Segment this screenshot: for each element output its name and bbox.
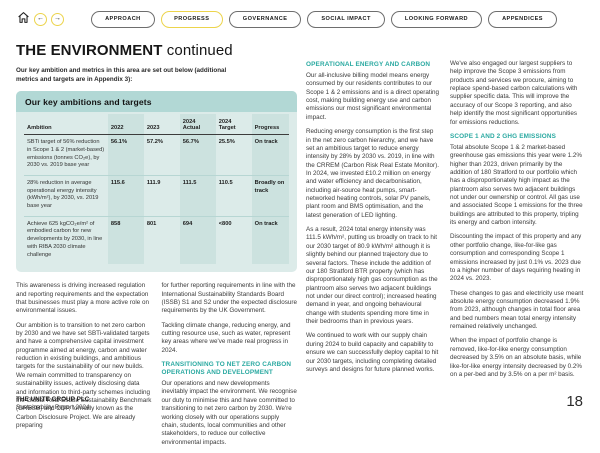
table-row: 28% reduction in average operational ene… bbox=[24, 175, 289, 217]
back-arrow-icon: ← bbox=[37, 15, 44, 22]
paragraph: Our all-inclusive billing model means en… bbox=[306, 72, 440, 121]
right-half: OPERATIONAL ENERGY AND CARBON Our all-inc… bbox=[306, 29, 584, 453]
table-header-row: Ambition 2022 2023 2024 Actual 2024 Target Pr… bbox=[24, 114, 289, 136]
value-cell: 115.6 bbox=[107, 175, 144, 217]
paragraph: We've also engaged our largest suppliers… bbox=[450, 60, 578, 126]
value-cell: 56.1% bbox=[107, 134, 144, 176]
section-heading: TRANSITIONING TO NET ZERO CARBON OPERATI… bbox=[161, 361, 292, 377]
table-row: Achieve 625 kgCO₂e/m² of embodied carbon… bbox=[24, 216, 289, 265]
column-header: 2024 Target bbox=[215, 114, 252, 136]
paragraph: Total absolute Scope 1 & 2 market-based … bbox=[450, 143, 583, 227]
intro-text: Our key ambition and metrics in this are… bbox=[16, 67, 227, 84]
nav-tab-social-impact[interactable]: SOCIAL IMPACT bbox=[307, 10, 385, 28]
footer: THE UNITE GROUP PLC Sustainability Repor… bbox=[16, 396, 90, 411]
home-button[interactable] bbox=[16, 12, 30, 26]
page-title-suffix: continued bbox=[162, 42, 233, 59]
value-cell: 57.2% bbox=[143, 134, 180, 176]
value-cell: 110.5 bbox=[215, 175, 252, 217]
nav-tab-progress[interactable]: PROGRESS bbox=[160, 10, 223, 28]
value-cell: 111.9 bbox=[143, 175, 180, 217]
paragraph: Reducing energy consumption is the first… bbox=[306, 128, 439, 219]
paragraph: Our ambition is to transition to net zer… bbox=[16, 321, 152, 429]
value-cell: On track bbox=[251, 134, 289, 176]
left-text-columns: This awareness is driving increased regu… bbox=[16, 282, 297, 453]
top-navigation: ← → APPROACH PROGRESS GOVERNANCE SOCIAL IMP… bbox=[0, 0, 600, 29]
nav-tab-appendices[interactable]: APPENDICES bbox=[488, 10, 557, 28]
left-half: THE ENVIRONMENT continued Our key ambiti… bbox=[16, 29, 297, 453]
paragraph: Our operations and new developments inev… bbox=[161, 380, 297, 446]
paragraph: When the impact of portfolio change is r… bbox=[450, 337, 582, 378]
text-column-4: We've also engaged our largest suppliers… bbox=[450, 60, 584, 385]
column-header: Progress bbox=[251, 114, 289, 136]
value-cell: 694 bbox=[179, 216, 216, 265]
paragraph: for further reporting requirements in li… bbox=[161, 282, 297, 315]
paragraph: This awareness is driving increased regu… bbox=[16, 282, 150, 315]
section-heading: SCOPE 1 AND 2 GHG EMISSIONS bbox=[450, 132, 557, 140]
value-cell: 111.5 bbox=[179, 175, 216, 217]
nav-tab-looking-forward[interactable]: LOOKING FORWARD bbox=[390, 10, 483, 28]
page-number: 18 bbox=[566, 393, 583, 410]
paragraph: Discounting the impact of this property … bbox=[450, 233, 582, 283]
footer-company: THE UNITE GROUP PLC bbox=[16, 396, 90, 403]
table-row: SBTi target of 56% reduction in Scope 1 … bbox=[24, 134, 289, 176]
nav-tab-governance[interactable]: GOVERNANCE bbox=[228, 10, 302, 28]
column-header: 2024 Actual bbox=[179, 114, 216, 136]
back-button[interactable]: ← bbox=[34, 12, 47, 26]
value-cell: 56.7% bbox=[179, 134, 216, 176]
right-text-columns: OPERATIONAL ENERGY AND CARBON Our all-inc… bbox=[306, 60, 584, 385]
value-cell: 858 bbox=[107, 216, 144, 265]
value-cell: 801 bbox=[146, 220, 157, 227]
table-title: Our key ambitions and targets bbox=[16, 91, 297, 113]
ambition-cell: SBTi target of 56% reduction in Scope 1 … bbox=[24, 134, 108, 176]
column-header: Ambition bbox=[24, 114, 108, 136]
column-header: 2022 bbox=[107, 114, 144, 136]
section-heading: OPERATIONAL ENERGY AND CARBON bbox=[306, 61, 431, 68]
paragraph: As a result, 2024 total energy intensity… bbox=[306, 226, 438, 326]
ambitions-table-grid: Ambition 2022 2023 2024 Actual 2024 Target Pr… bbox=[24, 114, 289, 265]
footer-report: Sustainability Report 2024 bbox=[16, 404, 90, 411]
text-column-1: This awareness is driving increased regu… bbox=[16, 282, 152, 453]
ambition-cell: 28% reduction in average operational ene… bbox=[24, 175, 108, 217]
paragraph: We continued to work with our supply cha… bbox=[306, 332, 439, 373]
paragraph: Tackling climate change, reducing energy… bbox=[161, 321, 291, 354]
page-content: THE ENVIRONMENT continued Our key ambiti… bbox=[0, 29, 600, 453]
forward-arrow-icon: → bbox=[54, 15, 61, 22]
value-cell: Broadly on track bbox=[251, 175, 289, 217]
text-column-3: OPERATIONAL ENERGY AND CARBON Our all-inc… bbox=[306, 60, 440, 385]
home-icon bbox=[17, 11, 30, 27]
paragraph: These changes to gas and electricity use… bbox=[450, 289, 584, 331]
ambition-cell: Achieve 625 kgCO₂e/m² of embodied carbon… bbox=[27, 220, 103, 258]
value-cell: On track bbox=[251, 216, 289, 265]
forward-button[interactable]: → bbox=[51, 12, 64, 26]
ambitions-table: Our key ambitions and targets Ambition 20… bbox=[16, 91, 297, 273]
page-title-main: THE ENVIRONMENT bbox=[16, 42, 163, 59]
text-column-2: for further reporting requirements in li… bbox=[162, 282, 298, 453]
value-cell: 25.5% bbox=[215, 134, 252, 176]
nav-tab-approach[interactable]: APPROACH bbox=[91, 10, 155, 28]
value-cell: <800 bbox=[218, 220, 232, 227]
nav-tabs: APPROACH PROGRESS GOVERNANCE SOCIAL IMPACT L… bbox=[64, 10, 584, 28]
page-title: THE ENVIRONMENT continued bbox=[16, 42, 297, 59]
column-header: 2023 bbox=[143, 114, 180, 136]
